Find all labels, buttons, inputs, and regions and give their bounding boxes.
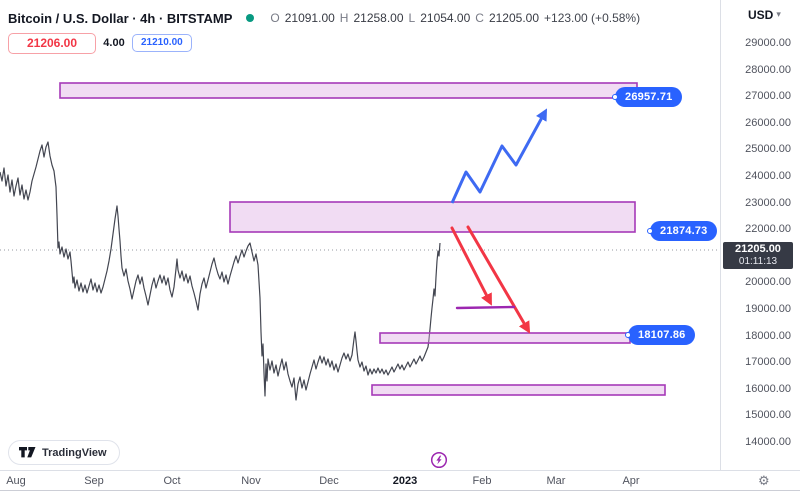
spread-value: 4.00 <box>103 37 125 49</box>
bar-countdown: 01:11:13 <box>738 256 778 267</box>
time-tick: Aug <box>6 475 26 487</box>
high-value: 21258.00 <box>353 11 404 25</box>
time-tick: 2023 <box>392 475 418 487</box>
time-tick: Oct <box>163 475 181 487</box>
low-letter: L <box>408 11 416 25</box>
demand-zone-16000[interactable] <box>371 384 666 396</box>
low-value: 21054.00 <box>420 11 471 25</box>
supply-zone-21874[interactable] <box>229 201 636 233</box>
buy-button[interactable]: 21210.00 <box>132 34 192 52</box>
price-level-value: 21874.73 <box>660 225 708 237</box>
drawing-handle-icon[interactable] <box>612 94 618 100</box>
price-level-value: 18107.86 <box>638 329 686 341</box>
bullish-zigzag-arrow[interactable] <box>450 108 548 204</box>
sell-button[interactable]: 21206.00 <box>8 32 96 54</box>
trade-panel: 21206.00 4.00 21210.00 <box>8 32 192 54</box>
supply-zone-26957[interactable] <box>59 82 638 99</box>
price-tick: 17000.00 <box>745 356 791 368</box>
price-tick: 26000.00 <box>745 117 791 129</box>
lightning-event-icon[interactable] <box>430 451 448 469</box>
time-tick: Feb <box>472 475 492 487</box>
current-price-badge[interactable]: 21205.00 01:11:13 <box>723 242 793 269</box>
open-value: 21091.00 <box>284 11 335 25</box>
demand-zone-18107[interactable] <box>379 332 631 344</box>
market-status-dot-icon[interactable] <box>246 14 255 22</box>
price-chart-canvas[interactable] <box>0 0 720 470</box>
price-tick: 20000.00 <box>745 276 791 288</box>
price-tick: 25000.00 <box>745 143 791 155</box>
time-tick: Nov <box>241 475 261 487</box>
price-level-value: 26957.71 <box>625 91 673 103</box>
time-tick: Dec <box>319 475 339 487</box>
price-line-series[interactable] <box>0 141 441 401</box>
price-tick: 28000.00 <box>745 64 791 76</box>
time-tick: Mar <box>546 475 566 487</box>
price-level-label-18107[interactable]: 18107.86 <box>625 325 696 345</box>
gear-icon[interactable]: ⚙ <box>758 473 770 488</box>
price-tick: 19000.00 <box>745 303 791 315</box>
tradingview-logo-icon <box>19 447 36 458</box>
price-level-label-26957[interactable]: 26957.71 <box>612 87 683 107</box>
price-tick: 14000.00 <box>745 436 791 448</box>
price-axis[interactable]: 29000.00 28000.00 27000.00 26000.00 25000.00… <box>720 0 800 470</box>
close-letter: C <box>475 11 484 25</box>
price-tick: 22000.00 <box>745 223 791 235</box>
time-tick: Apr <box>622 475 640 487</box>
price-tick: 27000.00 <box>745 90 791 102</box>
price-tick: 18000.00 <box>745 330 791 342</box>
open-letter: O <box>270 11 280 25</box>
price-tick: 16000.00 <box>745 383 791 395</box>
price-tick: 24000.00 <box>745 170 791 182</box>
chevron-down-icon: ▾ <box>776 8 781 19</box>
time-axis[interactable]: Aug Sep Oct Nov Dec 2023 Feb Mar Apr ⚙ <box>0 470 800 490</box>
price-tick: 23000.00 <box>745 197 791 209</box>
current-price-value: 21205.00 <box>735 243 781 255</box>
change-value: +123.00 (+0.58%) <box>544 11 641 25</box>
tradingview-logo[interactable]: TradingView <box>8 440 120 465</box>
bearish-arrow-2[interactable] <box>466 225 531 334</box>
price-tick: 29000.00 <box>745 37 791 49</box>
chart-pane[interactable]: 26957.71 21874.73 18107.86 TradingView <box>0 0 720 470</box>
time-tick: Sep <box>84 475 104 487</box>
tradingview-logo-text: TradingView <box>42 446 107 459</box>
price-level-label-21874[interactable]: 21874.73 <box>647 221 718 241</box>
currency-selector[interactable]: USD ▾ <box>748 8 781 22</box>
currency-label: USD <box>748 8 774 22</box>
drawing-handle-icon[interactable] <box>625 332 631 338</box>
close-value: 21205.00 <box>488 11 540 25</box>
price-tick: 15000.00 <box>745 409 791 421</box>
drawing-handle-icon[interactable] <box>647 228 653 234</box>
bearish-arrow-1[interactable] <box>450 226 492 306</box>
ohlc-values: O 21091.00 H 21258.00 L 21054.00 C 21205.00 <box>270 11 539 25</box>
symbol-title[interactable]: Bitcoin / U.S. Dollar · 4h · BITSTAMP <box>8 10 233 26</box>
purple-trendline[interactable] <box>455 305 516 310</box>
high-letter: H <box>339 11 349 25</box>
